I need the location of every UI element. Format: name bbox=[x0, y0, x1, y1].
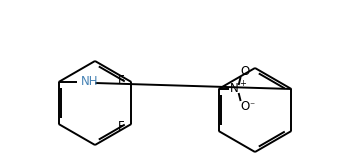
Text: +: + bbox=[239, 79, 246, 88]
Text: N: N bbox=[230, 82, 239, 95]
Text: O: O bbox=[240, 100, 249, 113]
Text: F: F bbox=[118, 73, 124, 86]
Text: NH: NH bbox=[81, 75, 98, 89]
Text: O: O bbox=[240, 66, 249, 78]
Text: F: F bbox=[118, 120, 124, 133]
Text: ⁻: ⁻ bbox=[249, 101, 255, 111]
